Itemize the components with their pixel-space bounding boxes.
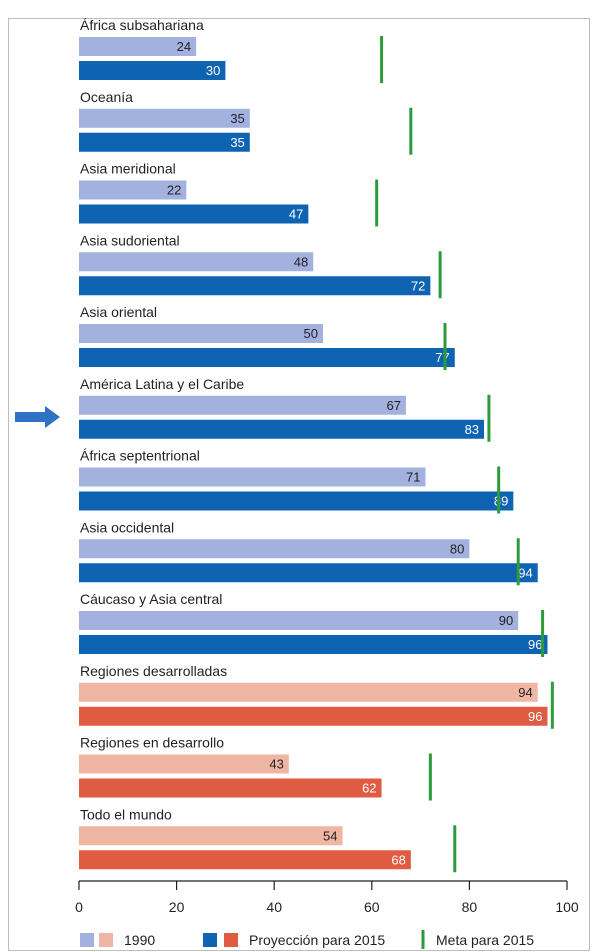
- legend-swatch-2015-regional: [203, 933, 217, 947]
- data-label-1990: 67: [386, 398, 400, 413]
- bar-2015: [79, 419, 485, 439]
- legend-label-2015: Proyección para 2015: [249, 932, 385, 948]
- category-label: Todo el mundo: [80, 806, 172, 822]
- data-label-1990: 54: [323, 828, 337, 843]
- bar-2015: [79, 132, 250, 152]
- bar-1990: [79, 467, 426, 487]
- category-label: Cáucaso y Asia central: [80, 591, 222, 607]
- data-label-1990: 80: [450, 541, 464, 556]
- category-label: Oceanía: [80, 89, 133, 105]
- data-label-2015: 72: [411, 278, 425, 293]
- x-tick-label: 80: [462, 899, 478, 915]
- category-label: Asia occidental: [80, 519, 174, 535]
- bar-2015: [79, 850, 411, 870]
- data-label-2015: 83: [465, 422, 479, 437]
- bar-1990: [79, 682, 538, 702]
- data-label-2015: 47: [289, 207, 303, 222]
- data-label-1990: 24: [177, 39, 191, 54]
- right-arrow-icon: [15, 406, 60, 428]
- category-label: Regiones desarrolladas: [80, 663, 227, 679]
- category-label: Asia sudoriental: [80, 232, 180, 248]
- legend-swatch-2015-aggregate: [224, 933, 238, 947]
- bar-2015: [79, 276, 431, 296]
- x-tick-label: 40: [266, 899, 282, 915]
- data-label-1990: 35: [230, 111, 244, 126]
- data-label-2015: 96: [528, 709, 542, 724]
- bar-2015: [79, 61, 226, 80]
- category-label: África subsahariana: [80, 17, 204, 33]
- x-tick-label: 20: [169, 899, 185, 915]
- data-label-2015: 62: [362, 781, 376, 796]
- bar-1990: [79, 539, 470, 559]
- bar-2015: [79, 204, 309, 224]
- data-label-2015: 96: [528, 637, 542, 652]
- legend-label-target: Meta para 2015: [436, 932, 534, 948]
- bar-2015: [79, 563, 538, 583]
- bar-1990: [79, 611, 519, 630]
- bar-2015: [79, 348, 455, 367]
- data-label-1990: 22: [167, 183, 181, 198]
- bar-1990: [79, 37, 197, 56]
- data-label-2015: 30: [206, 63, 220, 78]
- category-label: África septentrional: [80, 448, 200, 464]
- bar-2015: [79, 491, 514, 511]
- bar-1990: [79, 324, 323, 343]
- chart-frame: [8, 18, 590, 951]
- data-label-1990: 90: [499, 613, 513, 628]
- data-label-2015: 94: [518, 565, 532, 580]
- x-tick-label: 60: [364, 899, 380, 915]
- legend-swatch-1990-aggregate: [99, 933, 113, 947]
- data-label-1990: 71: [406, 470, 420, 485]
- legend-swatch-1990-regional: [80, 933, 94, 947]
- category-label: Asia oriental: [80, 304, 157, 320]
- legend-label-1990: 1990: [124, 932, 155, 948]
- data-label-2015: 77: [435, 350, 449, 365]
- bar-1990: [79, 252, 314, 272]
- data-label-1990: 94: [518, 685, 532, 700]
- x-tick-label: 100: [555, 899, 579, 915]
- bar-1990: [79, 108, 250, 128]
- data-label-1990: 50: [304, 326, 318, 341]
- data-label-1990: 48: [294, 254, 308, 269]
- category-label: América Latina y el Caribe: [80, 376, 244, 392]
- bar-2015: [79, 635, 548, 654]
- bar-2015: [79, 706, 548, 726]
- category-label: Asia meridional: [80, 161, 176, 177]
- data-label-2015: 35: [230, 135, 244, 150]
- bar-2015: [79, 778, 382, 798]
- bar-1990: [79, 180, 187, 200]
- data-label-2015: 68: [391, 852, 405, 867]
- bar-1990: [79, 754, 289, 774]
- category-label: Regiones en desarrollo: [80, 735, 224, 751]
- x-tick-label: 0: [75, 899, 83, 915]
- bar-1990: [79, 395, 406, 415]
- data-label-1990: 43: [269, 757, 283, 772]
- bar-1990: [79, 826, 343, 846]
- data-label-2015: 89: [494, 494, 508, 509]
